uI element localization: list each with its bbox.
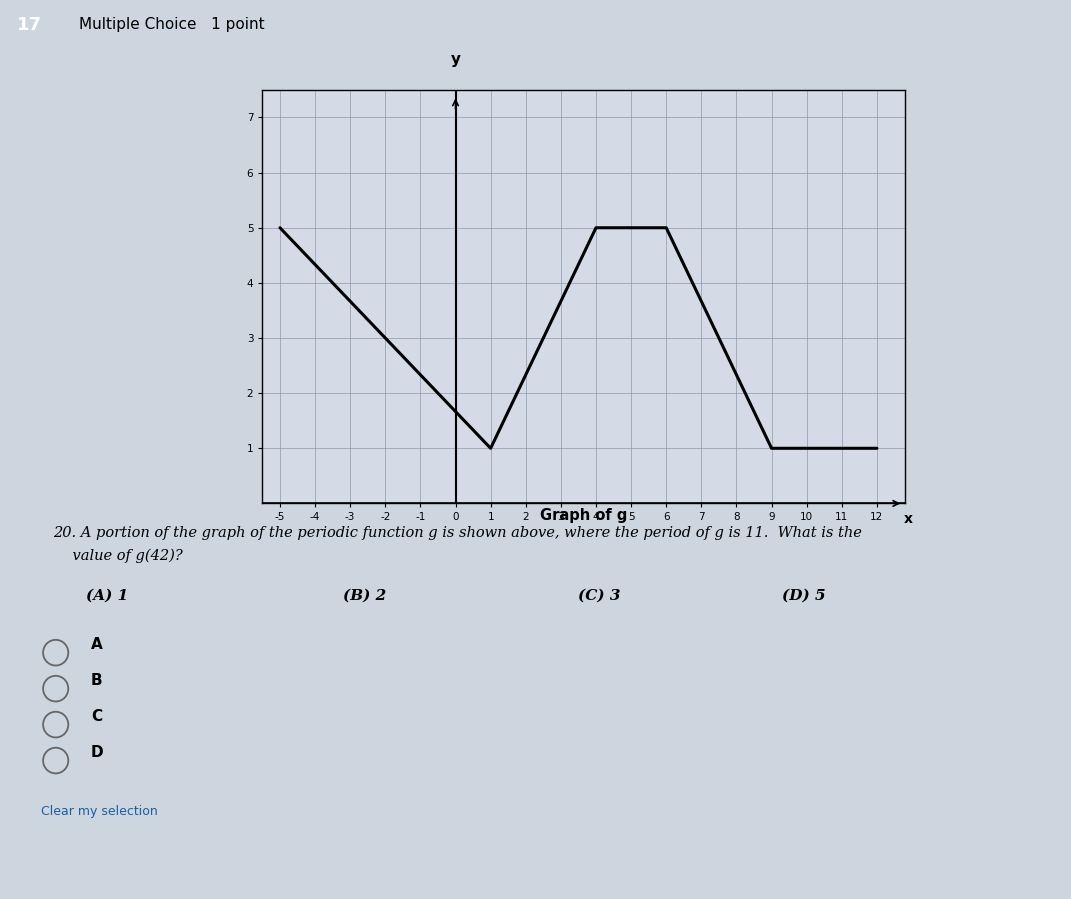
Text: (D) 5: (D) 5 [782, 589, 826, 603]
Text: (A) 1: (A) 1 [86, 589, 127, 603]
Text: y: y [451, 52, 461, 67]
Text: 20. A portion of the graph of the periodic function g is shown above, where the : 20. A portion of the graph of the period… [54, 526, 862, 540]
Text: 17: 17 [17, 15, 42, 34]
Text: Multiple Choice   1 point: Multiple Choice 1 point [79, 17, 265, 32]
Text: value of g(42)?: value of g(42)? [54, 548, 182, 563]
Text: Graph of g: Graph of g [540, 508, 628, 523]
Text: D: D [91, 745, 104, 760]
Text: Clear my selection: Clear my selection [41, 805, 157, 817]
Text: A: A [91, 637, 103, 652]
Text: B: B [91, 673, 103, 688]
Text: x: x [904, 512, 912, 526]
Text: (C) 3: (C) 3 [578, 589, 621, 603]
Text: (B) 2: (B) 2 [343, 589, 386, 603]
Text: C: C [91, 709, 102, 724]
